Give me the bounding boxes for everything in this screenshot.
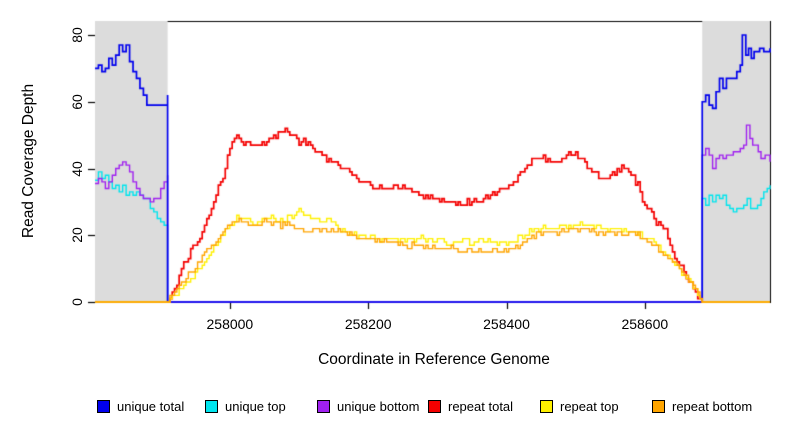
legend-item-unique-bottom: unique bottom: [317, 398, 419, 414]
y-tick-label: 40: [69, 160, 85, 177]
y-tick-label: 0: [69, 298, 85, 306]
legend: unique total unique top unique bottom re…: [0, 396, 792, 420]
legend-item-unique-top: unique top: [205, 398, 286, 414]
legend-item-repeat-total: repeat total: [428, 398, 513, 414]
legend-label-repeat-total: repeat total: [448, 398, 514, 414]
x-tick-label: 258600: [621, 316, 669, 332]
legend-swatch-repeat-top: [540, 399, 553, 413]
legend-swatch-unique-total: [97, 399, 110, 413]
y-axis-title: Read Coverage Depth: [20, 83, 37, 239]
legend-swatch-unique-bottom: [317, 399, 330, 413]
legend-label-repeat-bottom: repeat bottom: [672, 398, 753, 414]
legend-label-unique-total: unique total: [117, 398, 185, 414]
legend-item-unique-total: unique total: [97, 398, 184, 414]
legend-label-unique-top: unique top: [225, 398, 286, 414]
legend-item-repeat-top: repeat top: [540, 398, 619, 414]
legend-swatch-repeat-bottom: [652, 399, 665, 413]
x-tick-label: 258200: [344, 316, 392, 332]
x-tick-label: 258400: [483, 316, 530, 332]
legend-item-repeat-bottom: repeat bottom: [652, 398, 752, 414]
legend-label-repeat-top: repeat top: [560, 398, 619, 414]
x-tick-label: 258000: [206, 316, 254, 332]
y-tick-label: 60: [69, 93, 85, 110]
y-tick-label: 80: [69, 27, 85, 43]
legend-swatch-repeat-total: [428, 399, 441, 413]
legend-label-unique-bottom: unique bottom: [337, 398, 420, 414]
y-tick-label: 20: [69, 227, 85, 244]
x-axis-title: Coordinate in Reference Genome: [318, 351, 550, 368]
legend-swatch-unique-top: [205, 399, 218, 413]
